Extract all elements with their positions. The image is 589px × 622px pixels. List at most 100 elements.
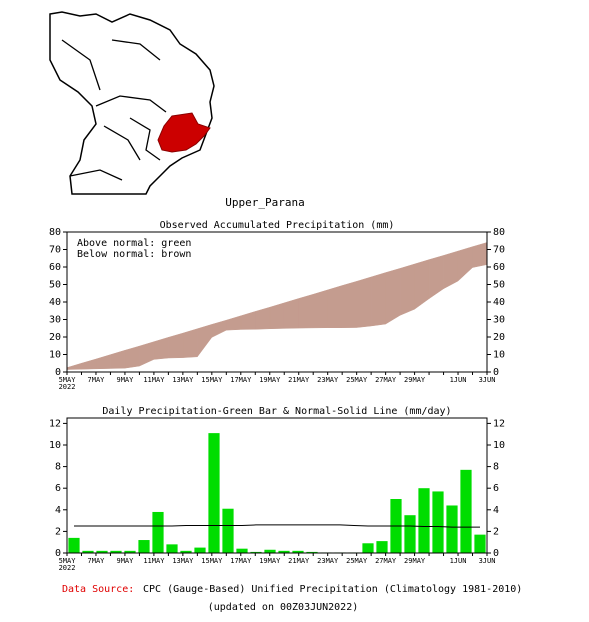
- x-tick-label: 11MAY: [143, 557, 165, 565]
- bar: [138, 540, 150, 553]
- y-tick-label: 80: [49, 227, 61, 238]
- region-highlight: [157, 112, 211, 153]
- x-year: 2022: [59, 383, 76, 391]
- area-segment: [414, 259, 430, 310]
- bar: [236, 548, 248, 553]
- map: [49, 11, 215, 195]
- area-segment: [457, 246, 473, 282]
- x-year: 2022: [59, 564, 76, 572]
- y-tick-label-right: 40: [493, 297, 505, 308]
- bar: [306, 551, 318, 553]
- y-tick-label: 0: [55, 548, 61, 559]
- y-tick-label: 4: [55, 505, 61, 516]
- x-tick-label: 9MAY: [117, 376, 135, 384]
- x-tick-label: 19MAY: [259, 376, 281, 384]
- bar: [194, 547, 206, 553]
- area-segment: [255, 306, 271, 330]
- x-tick-label: 5MAY: [59, 557, 77, 565]
- x-tick-label: 25MAY: [346, 376, 368, 384]
- y-tick-label-right: 60: [493, 262, 505, 273]
- bar: [222, 508, 234, 553]
- bar: [166, 544, 178, 553]
- y-tick-label-right: 80: [493, 227, 505, 238]
- y-tick-label-right: 50: [493, 280, 505, 291]
- x-tick-label: 7MAY: [88, 376, 106, 384]
- y-tick-label: 10: [49, 350, 61, 361]
- x-tick-label: 23MAY: [317, 376, 339, 384]
- y-tick-label-right: 12: [493, 418, 505, 429]
- y-tick-label-right: 6: [493, 483, 499, 494]
- bar: [474, 534, 486, 553]
- region-name: Upper_Parana: [225, 196, 304, 209]
- x-tick-label: 15MAY: [201, 557, 223, 565]
- area-segment: [124, 345, 140, 369]
- area-segment: [298, 293, 314, 329]
- area-segment: [66, 362, 82, 370]
- x-tick-label: 3JUN: [479, 557, 496, 565]
- x-tick-label: 21MAY: [288, 557, 310, 565]
- updated: (updated on 00Z03JUN2022): [208, 602, 359, 613]
- area-segment: [341, 281, 357, 328]
- x-tick-label: 13MAY: [172, 376, 194, 384]
- area-segment: [95, 354, 111, 370]
- note: Above normal: green: [77, 238, 191, 249]
- area-segment: [385, 268, 401, 325]
- y-tick-label-right: 2: [493, 526, 499, 537]
- y-tick-label-right: 30: [493, 315, 505, 326]
- y-tick-label: 70: [49, 245, 61, 256]
- area-segment: [81, 358, 97, 370]
- y-tick-label-right: 10: [493, 440, 505, 451]
- y-tick-label: 6: [55, 483, 61, 494]
- area-segment: [197, 324, 213, 358]
- x-tick-label: 11MAY: [143, 376, 165, 384]
- y-tick-label: 12: [49, 418, 61, 429]
- area-segment: [153, 337, 169, 360]
- bar: [124, 550, 136, 553]
- bar: [432, 491, 444, 553]
- y-tick-label: 10: [49, 440, 61, 451]
- y-tick-label: 20: [49, 332, 61, 343]
- area-segment: [370, 272, 386, 327]
- x-tick-label: 7MAY: [88, 557, 106, 565]
- y-tick-label: 40: [49, 297, 61, 308]
- source: CPC (Gauge-Based) Unified Precipitation …: [143, 584, 522, 595]
- y-tick-label: 50: [49, 280, 61, 291]
- area-segment: [443, 250, 459, 290]
- area-segment: [110, 349, 126, 369]
- normal-line: [74, 524, 480, 528]
- bar: [68, 537, 80, 553]
- area-segment: [182, 328, 198, 358]
- area-segment: [139, 341, 155, 367]
- area-segment: [356, 276, 372, 328]
- bar: [376, 541, 388, 553]
- area-segment: [312, 289, 328, 329]
- area-segment: [211, 319, 227, 338]
- bar: [292, 550, 304, 553]
- x-tick-label: 1JUN: [450, 557, 467, 565]
- plot-frame: [66, 417, 488, 554]
- bar: [110, 550, 122, 553]
- area-segment: [226, 315, 242, 331]
- bar: [362, 543, 374, 553]
- bar: [446, 505, 458, 553]
- x-tick-label: 17MAY: [230, 557, 252, 565]
- bar: [418, 488, 430, 553]
- x-tick-label: 29MAY: [404, 557, 426, 565]
- x-tick-label: 27MAY: [375, 376, 397, 384]
- bar: [208, 433, 220, 553]
- x-tick-label: 19MAY: [259, 557, 281, 565]
- bar: [250, 551, 262, 553]
- x-tick-label: 29MAY: [404, 376, 426, 384]
- bar: [152, 511, 164, 553]
- area-segment: [269, 302, 285, 330]
- area-segment: [240, 311, 256, 330]
- x-tick-label: 25MAY: [346, 557, 368, 565]
- bar: [96, 550, 108, 553]
- source-label: Data Source:: [62, 584, 134, 595]
- x-tick-label: 5MAY: [59, 376, 77, 384]
- bar: [180, 550, 192, 553]
- area-segment: [327, 285, 343, 328]
- area-segment: [283, 298, 299, 329]
- y-tick-label: 2: [55, 526, 61, 537]
